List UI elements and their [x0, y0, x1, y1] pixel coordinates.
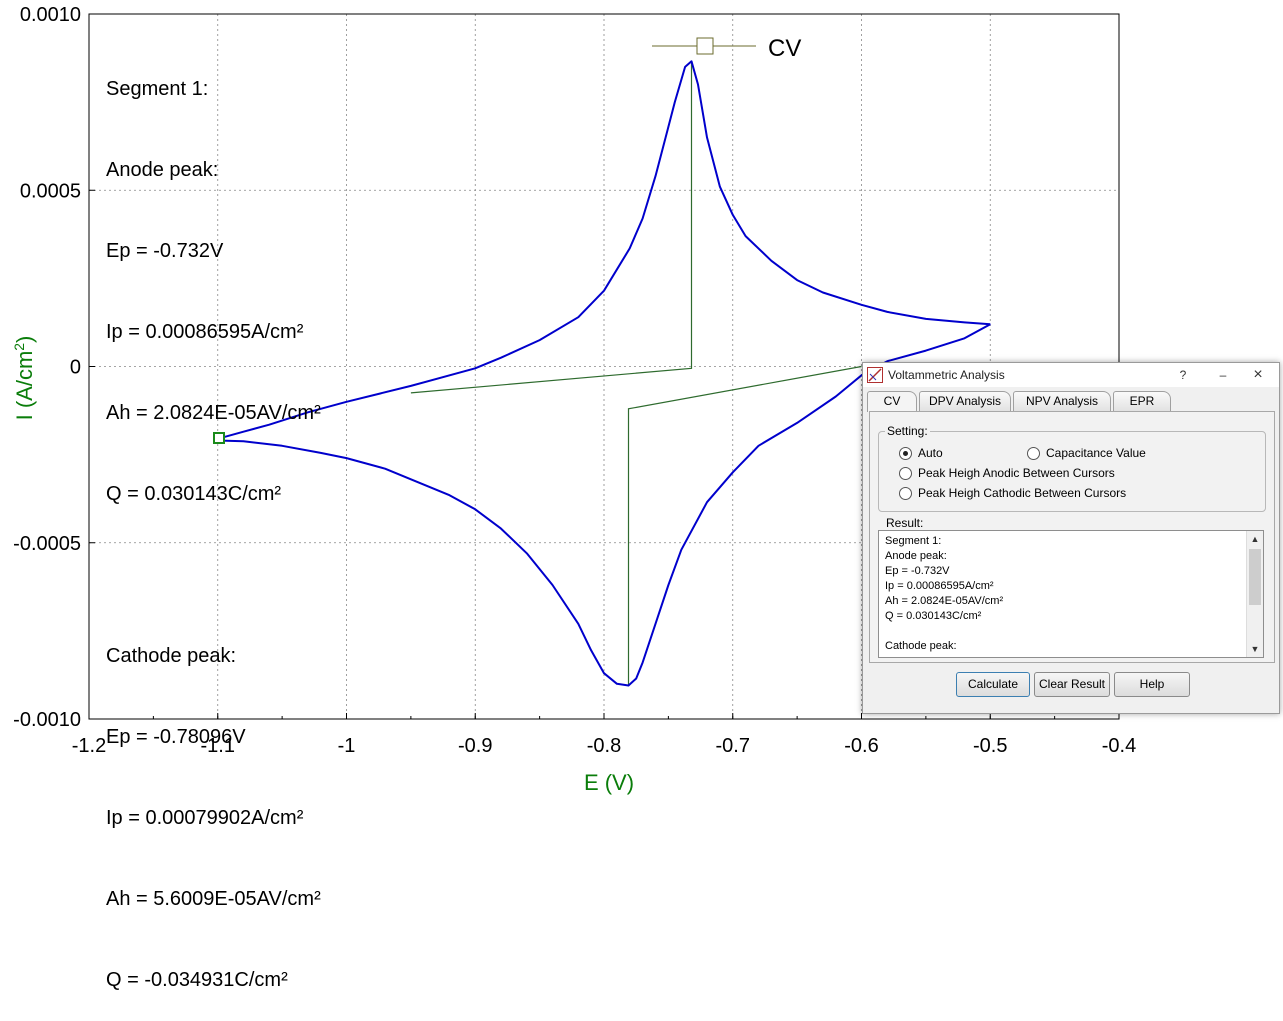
y-tick-label: 0.0005 — [20, 180, 81, 202]
x-tick-label: -1 — [338, 735, 356, 757]
tab-dpv-analysis[interactable]: DPV Analysis — [919, 391, 1011, 411]
x-tick-label: -0.4 — [1102, 735, 1136, 757]
y-tick-label: -0.0005 — [13, 533, 81, 555]
radio-anodic-label: Peak Heigh Anodic Between Cursors — [918, 466, 1115, 480]
cathodic-baseline — [627, 365, 862, 686]
result-line: Ah = 2.0824E-05AV/cm² — [885, 595, 1004, 607]
y-axis-title-main: I (A/cm — [12, 351, 37, 421]
annot-line: Ah = 2.0824E-05AV/cm² — [106, 402, 321, 424]
x-tick-label: -0.8 — [587, 735, 621, 757]
result-lines: Segment 1: Anode peak: Ep = -0.732V Ip =… — [885, 534, 1003, 654]
annot-line: Ip = 0.00079902A/cm² — [106, 807, 304, 829]
annot-line: Q = -0.034931C/cm² — [106, 969, 288, 991]
tab-cv[interactable]: CV — [867, 391, 917, 412]
radio-dot[interactable] — [1027, 446, 1040, 460]
cv-plot: -1.2 -1.1 -1 -0.9 -0.8 -0.7 -0.6 -0.5 -0.4 -0.001… — [11, 4, 1136, 795]
legend-label: CV — [768, 35, 801, 62]
radio-auto-label: Auto — [918, 446, 943, 460]
y-tick-label: -0.0010 — [13, 709, 81, 731]
ticks: -1.2 -1.1 -1 -0.9 -0.8 -0.7 -0.6 -0.5 -0.4 -0.001… — [13, 4, 1136, 757]
annot-line: Ep = -0.732V — [106, 240, 224, 262]
setting-group: Setting: Auto Capacitance Value Peak Hei… — [878, 424, 1266, 512]
y-axis-title-sup: 2 — [11, 343, 27, 351]
x-tick-label: -1.1 — [201, 735, 235, 757]
legend-marker — [696, 37, 714, 55]
annot-line: Segment 1: — [106, 78, 209, 100]
radio-cathodic[interactable]: Peak Heigh Cathodic Between Cursors — [899, 486, 1126, 500]
y-axis-title-end: ) — [12, 336, 37, 343]
grid — [89, 14, 1119, 719]
app-icon — [867, 367, 883, 383]
y-tick-label: 0.0010 — [20, 4, 81, 26]
result-textbox[interactable]: Segment 1: Anode peak: Ep = -0.732V Ip =… — [878, 530, 1264, 658]
result-group: Result: Segment 1: Anode peak: Ep = -0.7… — [878, 516, 1272, 658]
annot-line: Cathode peak: — [106, 645, 237, 667]
dialog-title: Voltammetric Analysis — [888, 368, 1005, 382]
annot-line: Q = 0.030143C/cm² — [106, 483, 282, 505]
legend: CV — [652, 35, 801, 62]
app-icon-graphic — [868, 368, 882, 382]
result-line: Cathode peak: — [885, 640, 957, 652]
peak-annotation: Segment 1: Anode peak: Ep = -0.732V Ip =… — [106, 22, 321, 1021]
annot-line: Anode peak: — [106, 159, 219, 181]
radio-dot[interactable] — [899, 466, 912, 480]
tab-content-cv: Setting: Auto Capacitance Value Peak Hei… — [869, 411, 1275, 663]
help-button[interactable]: Help — [1114, 672, 1190, 697]
dialog-title-bar[interactable]: Voltammetric Analysis ? – × — [863, 363, 1279, 387]
annot-line: Ip = 0.00086595A/cm² — [106, 321, 304, 343]
series — [217, 60, 991, 687]
scroll-thumb[interactable] — [1249, 549, 1261, 605]
calculate-button[interactable]: Calculate — [956, 672, 1030, 697]
result-line: Segment 1: — [885, 535, 942, 547]
result-line — [885, 624, 1003, 639]
radio-cathodic-label: Peak Heigh Cathodic Between Cursors — [918, 486, 1127, 500]
x-tick-label: -1.2 — [72, 735, 106, 757]
x-tick-label: -0.6 — [844, 735, 878, 757]
cursor-box[interactable] — [213, 432, 225, 444]
clear-result-button[interactable]: Clear Result — [1034, 672, 1110, 697]
result-label: Result: — [884, 516, 926, 530]
radio-dot[interactable] — [899, 486, 912, 500]
x-tick-label: -0.7 — [716, 735, 750, 757]
radio-auto[interactable]: Auto — [899, 446, 943, 460]
result-line: Q = 0.030143C/cm² — [885, 610, 982, 622]
help-icon[interactable]: ? — [1179, 368, 1187, 382]
tab-epr[interactable]: EPR — [1113, 391, 1171, 411]
annot-line — [106, 562, 321, 589]
radio-capacitance[interactable]: Capacitance Value — [1027, 446, 1146, 460]
y-tick-label: 0 — [70, 357, 81, 379]
y-axis-title: I (A/cm2) — [11, 336, 37, 421]
cv-forward-scan — [217, 323, 991, 687]
close-icon[interactable]: × — [1253, 366, 1263, 383]
x-tick-label: -0.5 — [973, 735, 1007, 757]
result-line: Ip = 0.00086595A/cm² — [885, 580, 994, 592]
tab-npv-analysis[interactable]: NPV Analysis — [1013, 391, 1111, 411]
annot-line: Ah = 5.6009E-05AV/cm² — [106, 888, 321, 910]
annot-line: Ep = -0.78096V — [106, 726, 246, 748]
setting-label: Setting: — [885, 424, 930, 438]
result-line: Anode peak: — [885, 550, 947, 562]
anodic-baseline — [410, 61, 693, 394]
x-tick-label: -0.9 — [458, 735, 492, 757]
radio-dot-checked[interactable] — [899, 446, 912, 460]
radio-capacitance-label: Capacitance Value — [1046, 446, 1146, 460]
cursor-marker[interactable] — [213, 432, 225, 444]
minimize-icon[interactable]: – — [1219, 368, 1227, 382]
scroll-down-icon[interactable]: ▼ — [1250, 644, 1260, 654]
cv-reverse-scan — [217, 60, 991, 440]
radio-anodic[interactable]: Peak Heigh Anodic Between Cursors — [899, 466, 1115, 480]
scroll-up-icon[interactable]: ▲ — [1250, 534, 1260, 544]
x-axis-title: E (V) — [584, 770, 634, 795]
result-line: Ep = -0.732V — [885, 565, 950, 577]
voltammetric-analysis-dialog: Voltammetric Analysis ? – × CV DPV Analy… — [862, 362, 1280, 714]
result-scrollbar[interactable]: ▲ ▼ — [1246, 531, 1263, 657]
